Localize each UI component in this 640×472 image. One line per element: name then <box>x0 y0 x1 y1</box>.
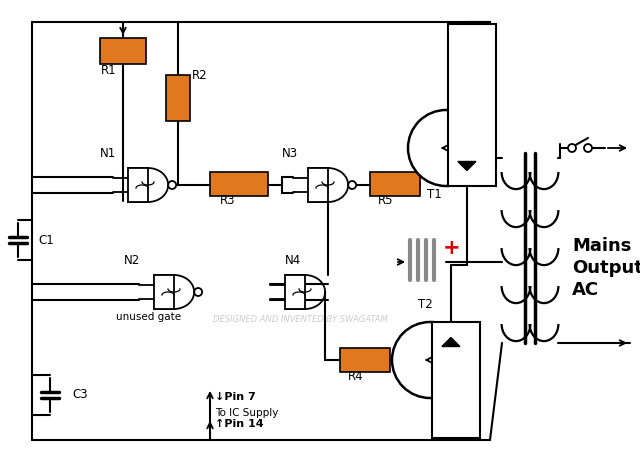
Text: R1: R1 <box>101 64 116 77</box>
Bar <box>166 75 190 121</box>
Bar <box>154 275 174 309</box>
Text: unused gate: unused gate <box>116 312 181 322</box>
Bar <box>448 24 496 186</box>
Bar <box>210 172 268 196</box>
Circle shape <box>584 144 592 152</box>
Text: T2: T2 <box>418 298 433 311</box>
Circle shape <box>168 181 176 189</box>
Circle shape <box>392 322 468 398</box>
Text: T1: T1 <box>427 188 442 201</box>
Text: ↓Pin 7: ↓Pin 7 <box>215 392 256 402</box>
Circle shape <box>348 181 356 189</box>
Text: N3: N3 <box>282 147 298 160</box>
Bar <box>308 168 328 202</box>
Bar <box>370 172 420 196</box>
Bar <box>128 168 148 202</box>
Text: To IC Supply: To IC Supply <box>215 408 278 418</box>
Text: R4: R4 <box>348 370 364 383</box>
Polygon shape <box>442 337 460 346</box>
Polygon shape <box>458 161 476 170</box>
Text: R5: R5 <box>378 194 394 207</box>
Text: R2: R2 <box>192 69 207 82</box>
Text: N4: N4 <box>285 254 301 267</box>
Text: R3: R3 <box>220 194 236 207</box>
Text: C1: C1 <box>38 234 54 246</box>
Text: ↑Pin 14: ↑Pin 14 <box>215 419 264 429</box>
Bar <box>340 348 390 372</box>
Circle shape <box>568 144 576 152</box>
Text: +: + <box>443 238 461 258</box>
Text: Mains
Output
AC: Mains Output AC <box>572 237 640 299</box>
Text: C3: C3 <box>72 388 88 402</box>
Circle shape <box>408 110 484 186</box>
Bar <box>100 38 146 64</box>
Bar <box>432 322 480 438</box>
Text: N1: N1 <box>100 147 116 160</box>
Text: N2: N2 <box>124 254 140 267</box>
Circle shape <box>194 288 202 296</box>
Text: DESIGNED AND INVENTED BY SWAGATAM: DESIGNED AND INVENTED BY SWAGATAM <box>212 315 387 325</box>
Bar <box>285 275 305 309</box>
